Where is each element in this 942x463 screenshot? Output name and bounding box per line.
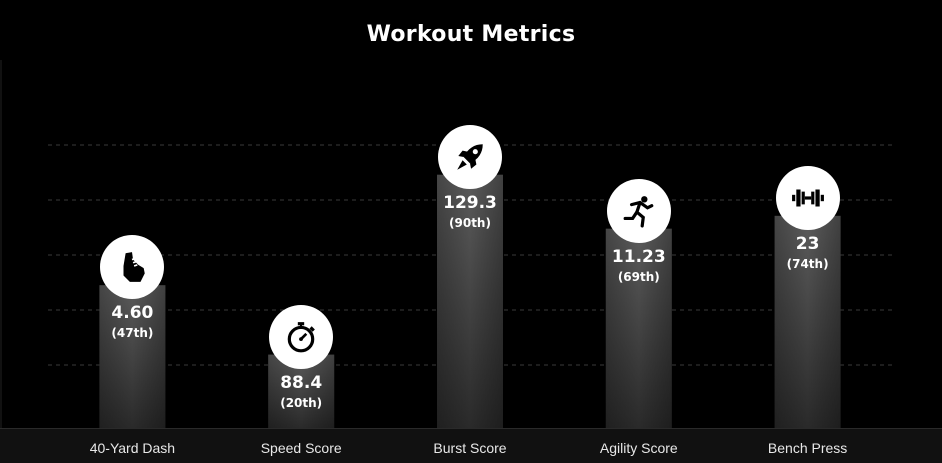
x-tick-label: Speed Score [260,440,342,456]
bar-percentile-label: (69th) [617,269,660,284]
bar-value-label: 11.23 [611,246,666,267]
dumbbell-icon [775,165,840,230]
bar-shading [99,285,166,428]
running-shoe-icon [100,235,165,300]
chart-title: Workout Metrics [366,22,576,47]
rocket-icon [438,124,502,189]
bar-value-label: 88.4 [280,372,323,393]
bar-shading [605,228,672,428]
bar-percentile-label: (20th) [280,395,323,410]
bar-shading [774,215,841,428]
x-tick-label: 40-Yard Dash [89,440,176,456]
x-tick-label: Agility Score [599,440,678,456]
x-tick-label: Bench Press [767,440,848,456]
x-tick-label: Burst Score [433,440,507,456]
sprinter-icon [606,178,671,243]
bar-shading [437,174,503,428]
panel-edge [0,60,2,430]
stopwatch-icon [269,304,334,369]
bar-value-label: 129.3 [443,192,497,213]
bar-percentile-label: (74th) [786,256,829,271]
bar-percentile-label: (90th) [449,215,491,230]
bar-percentile-label: (47th) [111,326,154,341]
bar-value-label: 4.60 [111,303,154,324]
x-axis-band [0,428,942,463]
bar-value-label: 23 [795,233,820,254]
